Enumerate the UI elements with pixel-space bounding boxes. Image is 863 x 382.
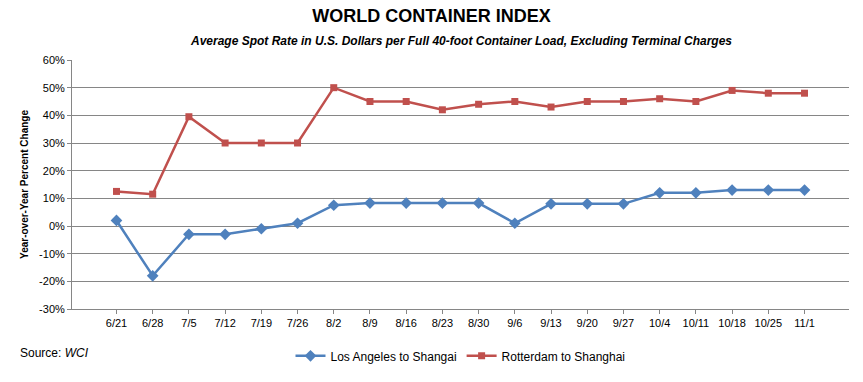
- svg-text:9/20: 9/20: [577, 317, 598, 329]
- svg-text:50%: 50%: [43, 82, 65, 94]
- svg-text:40%: 40%: [43, 109, 65, 121]
- svg-text:Average Spot Rate in U.S. Doll: Average Spot Rate in U.S. Dollars per Fu…: [190, 34, 732, 48]
- svg-text:7/19: 7/19: [251, 317, 272, 329]
- svg-text:10/11: 10/11: [683, 317, 710, 329]
- svg-text:8/9: 8/9: [362, 317, 377, 329]
- svg-text:-30%: -30%: [39, 303, 65, 315]
- svg-text:-10%: -10%: [39, 248, 65, 260]
- svg-text:9/27: 9/27: [613, 317, 634, 329]
- svg-text:7/26: 7/26: [287, 317, 308, 329]
- svg-text:8/2: 8/2: [326, 317, 341, 329]
- svg-text:10%: 10%: [43, 192, 65, 204]
- svg-text:7/12: 7/12: [214, 317, 235, 329]
- svg-text:8/16: 8/16: [395, 317, 416, 329]
- svg-text:30%: 30%: [43, 137, 65, 149]
- svg-text:Los Angeles to Shangai: Los Angeles to Shangai: [331, 350, 457, 364]
- svg-text:9/13: 9/13: [540, 317, 561, 329]
- svg-text:6/21: 6/21: [106, 317, 127, 329]
- svg-text:11/1: 11/1: [794, 317, 815, 329]
- svg-text:Year-over-Year Percent Change: Year-over-Year Percent Change: [19, 110, 30, 259]
- svg-text:8/23: 8/23: [432, 317, 453, 329]
- svg-text:60%: 60%: [43, 54, 65, 66]
- svg-text:0%: 0%: [49, 220, 65, 232]
- svg-text:6/28: 6/28: [142, 317, 163, 329]
- svg-text:9/6: 9/6: [507, 317, 522, 329]
- svg-text:8/30: 8/30: [468, 317, 489, 329]
- svg-text:20%: 20%: [43, 165, 65, 177]
- svg-text:Source: WCI: Source: WCI: [20, 346, 89, 360]
- svg-text:10/18: 10/18: [718, 317, 746, 329]
- svg-text:10/4: 10/4: [649, 317, 670, 329]
- svg-text:-20%: -20%: [39, 275, 65, 287]
- svg-text:10/25: 10/25: [755, 317, 783, 329]
- svg-text:Rotterdam to Shanghai: Rotterdam to Shanghai: [502, 350, 625, 364]
- svg-text:WORLD CONTAINER INDEX: WORLD CONTAINER INDEX: [312, 6, 551, 26]
- svg-text:7/5: 7/5: [181, 317, 196, 329]
